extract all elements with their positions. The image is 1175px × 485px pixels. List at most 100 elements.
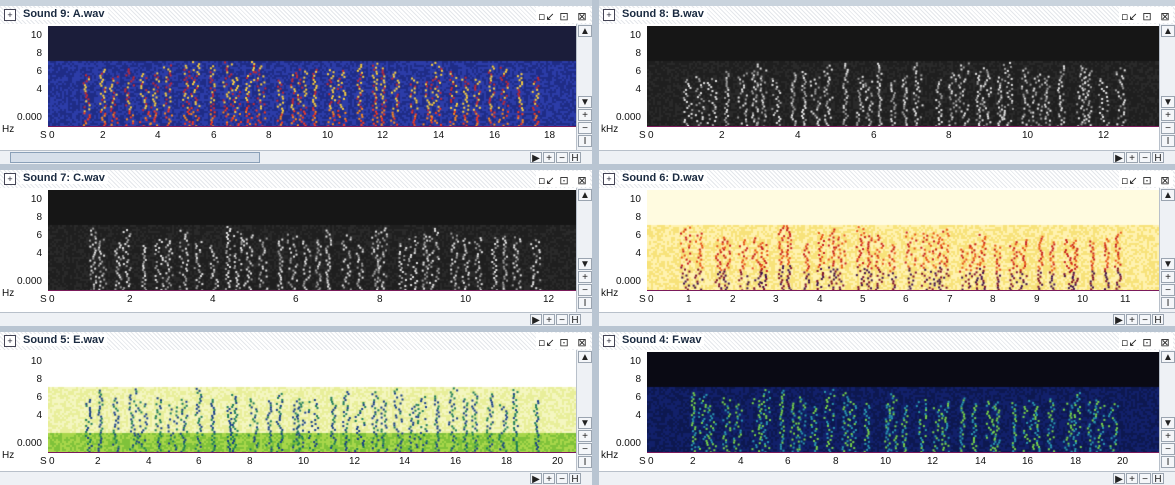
- maximize-icon[interactable]: ⊡: [559, 174, 569, 187]
- plot-area[interactable]: 10 8 6 4 0.000 kHz S 0 2 4 6 8 10 12: [599, 24, 1159, 150]
- fit-horizontal-button[interactable]: H: [569, 473, 581, 485]
- maximize-icon[interactable]: ⊡: [1142, 10, 1152, 23]
- restore-icon[interactable]: ▫↙: [538, 174, 555, 187]
- zoom-out-horizontal-button[interactable]: −: [556, 152, 568, 164]
- fit-vertical-button[interactable]: I: [578, 297, 592, 309]
- zoom-out-horizontal-button[interactable]: −: [1139, 473, 1151, 485]
- plot-area[interactable]: 10 8 6 4 0.000 Hz S 0 2 4 6 8 10 12 14 16 18: [0, 24, 576, 150]
- zoom-out-vertical-button[interactable]: −: [578, 122, 592, 134]
- spectrogram-image[interactable]: [48, 190, 576, 290]
- zoom-in-horizontal-button[interactable]: +: [543, 314, 555, 326]
- pane-titlebar[interactable]: + Sound 6: D.wav ▫↙ ⊡ ⊠: [599, 170, 1175, 189]
- fit-vertical-button[interactable]: I: [578, 456, 592, 468]
- zoom-out-vertical-button[interactable]: −: [578, 443, 592, 455]
- maximize-icon[interactable]: ⊡: [559, 10, 569, 23]
- zoom-in-vertical-button[interactable]: +: [578, 271, 592, 283]
- plot-area[interactable]: 10 8 6 4 0.000 Hz S 0 2 4 6 8 10 12: [0, 188, 576, 312]
- horizontal-scrollbar[interactable]: ▶ + − H: [0, 471, 592, 485]
- scroll-down-icon[interactable]: ▼: [578, 96, 592, 108]
- scroll-right-icon[interactable]: ▶: [530, 314, 542, 326]
- zoom-out-horizontal-button[interactable]: −: [1139, 152, 1151, 164]
- close-icon[interactable]: ⊠: [577, 10, 587, 23]
- vertical-scrollbar[interactable]: ▲ ▼ + − I: [1159, 188, 1175, 312]
- vertical-scrollbar[interactable]: ▲ ▼ + − I: [576, 350, 592, 471]
- zoom-in-vertical-button[interactable]: +: [1161, 109, 1175, 121]
- restore-icon[interactable]: ▫↙: [1121, 174, 1138, 187]
- zoom-out-horizontal-button[interactable]: −: [556, 473, 568, 485]
- scroll-right-icon[interactable]: ▶: [1113, 314, 1125, 326]
- zoom-in-vertical-button[interactable]: +: [578, 430, 592, 442]
- maximize-icon[interactable]: ⊡: [1142, 174, 1152, 187]
- restore-icon[interactable]: ▫↙: [538, 336, 555, 349]
- zoom-in-vertical-button[interactable]: +: [1161, 271, 1175, 283]
- horizontal-scrollbar[interactable]: ▶ + − H: [0, 150, 592, 164]
- restore-icon[interactable]: ▫↙: [538, 10, 555, 23]
- scroll-up-icon[interactable]: ▲: [578, 25, 592, 37]
- zoom-in-vertical-button[interactable]: +: [1161, 430, 1175, 442]
- close-icon[interactable]: ⊠: [1160, 10, 1170, 23]
- spectrogram-image[interactable]: [48, 26, 576, 126]
- scroll-right-icon[interactable]: ▶: [530, 473, 542, 485]
- plot-area[interactable]: 10 8 6 4 0.000 Hz S 0 2 4 6 8 10 12 14 16 18 20: [0, 350, 576, 471]
- close-icon[interactable]: ⊠: [1160, 336, 1170, 349]
- fit-vertical-button[interactable]: I: [1161, 297, 1175, 309]
- pane-titlebar[interactable]: + Sound 7: C.wav ▫↙ ⊡ ⊠: [0, 170, 592, 189]
- zoom-in-vertical-button[interactable]: +: [578, 109, 592, 121]
- pane-titlebar[interactable]: + Sound 4: F.wav ▫↙ ⊡ ⊠: [599, 332, 1175, 351]
- zoom-in-horizontal-button[interactable]: +: [1126, 152, 1138, 164]
- horizontal-scrollbar[interactable]: ▶ + − H: [599, 150, 1175, 164]
- scroll-up-icon[interactable]: ▲: [1161, 351, 1175, 363]
- scroll-down-icon[interactable]: ▼: [1161, 417, 1175, 429]
- restore-icon[interactable]: ▫↙: [1121, 10, 1138, 23]
- plot-area[interactable]: 10 8 6 4 0.000 kHz S 0 1 2 3 4 5 6 7 8 9 10 11: [599, 188, 1159, 312]
- scroll-up-icon[interactable]: ▲: [578, 189, 592, 201]
- spectrogram-image[interactable]: [647, 26, 1159, 126]
- scroll-down-icon[interactable]: ▼: [578, 258, 592, 270]
- vertical-scrollbar[interactable]: ▲ ▼ + − I: [1159, 350, 1175, 471]
- scroll-up-icon[interactable]: ▲: [1161, 25, 1175, 37]
- zoom-out-vertical-button[interactable]: −: [1161, 122, 1175, 134]
- zoom-in-horizontal-button[interactable]: +: [1126, 314, 1138, 326]
- scroll-down-icon[interactable]: ▼: [578, 417, 592, 429]
- scroll-right-icon[interactable]: ▶: [1113, 152, 1125, 164]
- fit-horizontal-button[interactable]: H: [569, 314, 581, 326]
- scroll-down-icon[interactable]: ▼: [1161, 96, 1175, 108]
- fit-horizontal-button[interactable]: H: [1152, 152, 1164, 164]
- scroll-right-icon[interactable]: ▶: [530, 152, 542, 164]
- horizontal-splitter-top[interactable]: [0, 164, 1175, 170]
- zoom-in-horizontal-button[interactable]: +: [543, 473, 555, 485]
- spectrogram-image[interactable]: [647, 190, 1159, 290]
- fit-vertical-button[interactable]: I: [1161, 135, 1175, 147]
- fit-horizontal-button[interactable]: H: [569, 152, 581, 164]
- scroll-up-icon[interactable]: ▲: [578, 351, 592, 363]
- zoom-out-vertical-button[interactable]: −: [1161, 284, 1175, 296]
- spectrogram-image[interactable]: [48, 352, 576, 452]
- scroll-right-icon[interactable]: ▶: [1113, 473, 1125, 485]
- zoom-out-vertical-button[interactable]: −: [578, 284, 592, 296]
- fit-vertical-button[interactable]: I: [578, 135, 592, 147]
- scroll-thumb[interactable]: [10, 152, 260, 163]
- vertical-scrollbar[interactable]: ▲ ▼ + − I: [576, 24, 592, 150]
- pane-titlebar[interactable]: + Sound 8: B.wav ▫↙ ⊡ ⊠: [599, 6, 1175, 25]
- vertical-scrollbar[interactable]: ▲ ▼ + − I: [576, 188, 592, 312]
- horizontal-splitter-bottom[interactable]: [0, 326, 1175, 332]
- scroll-down-icon[interactable]: ▼: [1161, 258, 1175, 270]
- zoom-out-vertical-button[interactable]: −: [1161, 443, 1175, 455]
- fit-vertical-button[interactable]: I: [1161, 456, 1175, 468]
- pane-titlebar[interactable]: + Sound 9: A.wav ▫↙ ⊡ ⊠: [0, 6, 592, 25]
- pane-titlebar[interactable]: + Sound 5: E.wav ▫↙ ⊡ ⊠: [0, 332, 592, 351]
- spectrogram-image[interactable]: [647, 352, 1159, 452]
- maximize-icon[interactable]: ⊡: [1142, 336, 1152, 349]
- zoom-in-horizontal-button[interactable]: +: [543, 152, 555, 164]
- vertical-splitter[interactable]: [592, 0, 599, 485]
- scroll-up-icon[interactable]: ▲: [1161, 189, 1175, 201]
- horizontal-scrollbar[interactable]: ▶ + − H: [599, 312, 1175, 326]
- horizontal-scrollbar[interactable]: ▶ + − H: [599, 471, 1175, 485]
- vertical-scrollbar[interactable]: ▲ ▼ + − I: [1159, 24, 1175, 150]
- fit-horizontal-button[interactable]: H: [1152, 473, 1164, 485]
- fit-horizontal-button[interactable]: H: [1152, 314, 1164, 326]
- zoom-in-horizontal-button[interactable]: +: [1126, 473, 1138, 485]
- restore-icon[interactable]: ▫↙: [1121, 336, 1138, 349]
- horizontal-scrollbar[interactable]: ▶ + − H: [0, 312, 592, 326]
- zoom-out-horizontal-button[interactable]: −: [1139, 314, 1151, 326]
